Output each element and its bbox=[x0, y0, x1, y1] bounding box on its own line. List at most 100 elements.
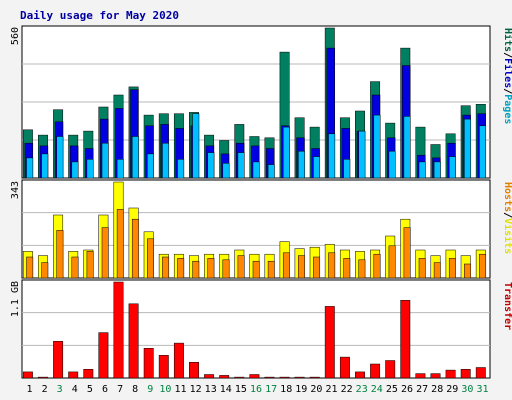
transfer-bar-transfer bbox=[173, 342, 184, 379]
hits-bar-pages bbox=[418, 161, 426, 179]
visits-bar-hosts bbox=[373, 253, 381, 279]
visits-bar-hosts bbox=[86, 251, 94, 279]
visits-bar-hosts bbox=[162, 256, 170, 279]
transfer-axis-label-part: Transfer bbox=[502, 282, 512, 330]
transfer-ymax-label: 1.1 GB bbox=[10, 281, 21, 317]
hits-bar-pages bbox=[86, 159, 94, 179]
transfer-bar-transfer bbox=[68, 371, 79, 379]
day-label: 8 bbox=[132, 384, 138, 395]
hits-bar-pages bbox=[192, 113, 200, 179]
transfer-axis-label: Transfer bbox=[502, 282, 512, 330]
visits-bar-hosts bbox=[358, 259, 366, 279]
day-label: 31 bbox=[476, 384, 488, 395]
hits-bar-pages bbox=[207, 152, 215, 179]
visits-bar-hosts bbox=[26, 256, 34, 279]
hits-bar-pages bbox=[313, 156, 321, 179]
hits-bar-pages bbox=[267, 164, 275, 179]
visits-bar-hosts bbox=[56, 230, 64, 279]
visits-axis-label-part: Hosts bbox=[502, 182, 512, 212]
hits-bar-pages bbox=[71, 161, 79, 179]
visits-bar-hosts bbox=[433, 262, 441, 279]
hits-bar-pages bbox=[116, 159, 124, 179]
transfer-bar-transfer bbox=[22, 371, 33, 379]
visits-bar-hosts bbox=[313, 256, 321, 279]
hits-bar-pages bbox=[56, 136, 64, 179]
hits-bar-pages bbox=[403, 116, 411, 179]
transfer-bar-transfer bbox=[219, 375, 230, 379]
day-label: 6 bbox=[102, 384, 108, 395]
visits-axis-label: Hosts/Visits bbox=[502, 182, 512, 254]
day-label: 25 bbox=[386, 384, 398, 395]
hits-bar-pages bbox=[177, 159, 185, 179]
day-label: 16 bbox=[250, 384, 262, 395]
day-label: 12 bbox=[190, 384, 202, 395]
hits-axis-label-part: Pages bbox=[502, 94, 512, 124]
day-label: 14 bbox=[220, 384, 232, 395]
transfer-bar-transfer bbox=[204, 374, 215, 379]
day-label: 21 bbox=[325, 384, 337, 395]
visits-bar-hosts bbox=[298, 255, 305, 279]
visits-bar-hosts bbox=[237, 255, 245, 279]
hits-bar-pages bbox=[26, 157, 34, 179]
transfer-bar-transfer bbox=[430, 373, 441, 379]
visits-bar-hosts bbox=[116, 209, 124, 279]
visits-bar-hosts bbox=[479, 253, 487, 279]
transfer-series-transfer bbox=[22, 281, 486, 379]
hits-axis-label-part: Files bbox=[502, 58, 512, 88]
day-label: 28 bbox=[431, 384, 443, 395]
hits-ymax-label: 560 bbox=[10, 27, 21, 45]
day-label: 1 bbox=[26, 384, 32, 395]
transfer-bar-transfer bbox=[385, 360, 396, 379]
chart-title: Daily usage for May 2020 bbox=[20, 9, 179, 22]
day-label: 30 bbox=[461, 384, 473, 395]
transfer-bar-transfer bbox=[53, 341, 64, 379]
hits-bar-pages bbox=[358, 130, 366, 179]
hits-axis-label-part: Hits bbox=[502, 28, 512, 52]
transfer-bar-transfer bbox=[324, 306, 335, 379]
day-label: 23 bbox=[356, 384, 368, 395]
hits-bar-pages bbox=[282, 126, 290, 179]
transfer-bar-transfer bbox=[128, 303, 139, 379]
day-label: 19 bbox=[295, 384, 307, 395]
hits-bar-pages bbox=[479, 125, 487, 179]
visits-bar-hosts bbox=[464, 263, 471, 279]
day-label: 15 bbox=[235, 384, 247, 395]
hits-bar-pages bbox=[41, 153, 49, 179]
day-label: 10 bbox=[159, 384, 171, 395]
transfer-bar-transfer bbox=[234, 376, 245, 379]
transfer-bar-transfer bbox=[475, 367, 486, 379]
hits-bar-pages bbox=[433, 161, 441, 179]
hits-bar-pages bbox=[131, 136, 139, 179]
day-label: 27 bbox=[416, 384, 428, 395]
visits-ymax-label: 343 bbox=[10, 181, 21, 199]
visits-bar-hosts bbox=[343, 258, 351, 279]
day-label: 3 bbox=[57, 384, 63, 395]
visits-bar-hosts bbox=[71, 256, 79, 279]
day-label: 2 bbox=[42, 384, 48, 395]
transfer-bar-transfer bbox=[98, 332, 109, 379]
visits-bar-hosts bbox=[147, 238, 154, 279]
day-label: 11 bbox=[174, 384, 186, 395]
hits-bar-pages bbox=[448, 156, 456, 179]
transfer-bar-transfer bbox=[339, 356, 350, 379]
day-label: 22 bbox=[341, 384, 353, 395]
hits-axis-label-part: / bbox=[502, 52, 512, 58]
transfer-bar-transfer bbox=[445, 369, 456, 379]
day-label: 20 bbox=[310, 384, 322, 395]
transfer-bar-transfer bbox=[370, 363, 381, 379]
transfer-bar-transfer bbox=[113, 281, 124, 379]
visits-bar-hosts bbox=[222, 259, 230, 279]
visits-bar-hosts bbox=[282, 252, 290, 279]
transfer-bar-transfer bbox=[309, 376, 320, 379]
hits-axis-label: Hits/Files/Pages bbox=[502, 28, 512, 124]
visits-bar-hosts bbox=[267, 260, 275, 279]
hits-series-pages bbox=[26, 113, 487, 179]
hits-bar-pages bbox=[373, 114, 381, 179]
visits-bar-hosts bbox=[177, 258, 185, 279]
transfer-bar-transfer bbox=[415, 373, 426, 379]
hits-bar-pages bbox=[147, 153, 154, 179]
visits-bar-hosts bbox=[207, 258, 215, 279]
visits-bar-hosts bbox=[252, 260, 260, 279]
visits-series-hosts bbox=[26, 209, 487, 279]
